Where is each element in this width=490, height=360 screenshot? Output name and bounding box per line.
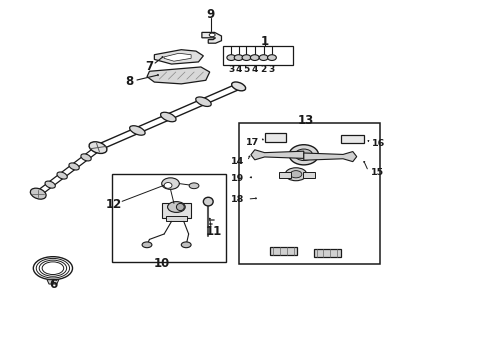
Polygon shape xyxy=(304,152,357,162)
Bar xyxy=(303,172,315,178)
Text: 6: 6 xyxy=(49,278,57,291)
Ellipse shape xyxy=(290,171,302,178)
Ellipse shape xyxy=(57,172,67,179)
Text: 3: 3 xyxy=(269,65,275,74)
Ellipse shape xyxy=(164,183,172,188)
Ellipse shape xyxy=(33,257,73,280)
Text: 9: 9 xyxy=(207,8,215,21)
Ellipse shape xyxy=(209,33,215,37)
Ellipse shape xyxy=(242,55,251,60)
Text: 8: 8 xyxy=(126,75,134,88)
Ellipse shape xyxy=(203,197,213,206)
Bar xyxy=(314,249,341,257)
Ellipse shape xyxy=(168,202,185,212)
Bar xyxy=(239,123,380,264)
Polygon shape xyxy=(47,280,59,284)
Bar xyxy=(279,172,291,178)
Ellipse shape xyxy=(289,145,318,165)
Text: 2: 2 xyxy=(261,65,267,74)
Polygon shape xyxy=(251,150,304,160)
Ellipse shape xyxy=(81,154,91,161)
Ellipse shape xyxy=(176,203,184,211)
Text: 12: 12 xyxy=(106,198,122,211)
Bar xyxy=(112,174,226,262)
Ellipse shape xyxy=(285,168,307,181)
Ellipse shape xyxy=(89,142,107,153)
Text: 4: 4 xyxy=(251,65,258,74)
Polygon shape xyxy=(202,32,221,43)
Ellipse shape xyxy=(232,82,245,91)
Text: 1: 1 xyxy=(261,35,269,48)
Text: 4: 4 xyxy=(235,65,242,74)
Text: 17: 17 xyxy=(246,138,260,147)
Bar xyxy=(166,216,187,221)
Bar xyxy=(265,133,286,142)
Ellipse shape xyxy=(30,188,46,199)
Ellipse shape xyxy=(130,126,145,135)
Text: 7: 7 xyxy=(145,60,153,73)
Text: 19: 19 xyxy=(231,174,245,183)
Bar xyxy=(162,203,191,218)
Ellipse shape xyxy=(161,112,176,122)
Text: 14: 14 xyxy=(231,157,245,166)
Ellipse shape xyxy=(45,181,55,188)
Polygon shape xyxy=(164,53,191,61)
Text: 13: 13 xyxy=(297,114,314,127)
Text: 18: 18 xyxy=(231,195,245,204)
Ellipse shape xyxy=(295,149,313,161)
Text: 15: 15 xyxy=(371,167,385,176)
Text: 11: 11 xyxy=(205,225,222,238)
Polygon shape xyxy=(147,67,210,84)
Ellipse shape xyxy=(162,178,179,189)
Bar xyxy=(270,247,297,255)
Text: 16: 16 xyxy=(372,139,386,148)
Ellipse shape xyxy=(189,183,199,189)
Bar xyxy=(341,135,364,143)
Ellipse shape xyxy=(142,242,152,248)
Ellipse shape xyxy=(196,97,211,107)
Text: 5: 5 xyxy=(244,65,249,74)
Polygon shape xyxy=(154,50,203,64)
Ellipse shape xyxy=(268,55,276,60)
Ellipse shape xyxy=(181,242,191,248)
Ellipse shape xyxy=(69,163,79,170)
Bar xyxy=(223,46,293,65)
Ellipse shape xyxy=(250,55,259,60)
Ellipse shape xyxy=(227,55,236,60)
Ellipse shape xyxy=(234,55,243,60)
Ellipse shape xyxy=(259,55,268,60)
Text: 10: 10 xyxy=(153,257,170,270)
Text: 3: 3 xyxy=(228,65,234,74)
